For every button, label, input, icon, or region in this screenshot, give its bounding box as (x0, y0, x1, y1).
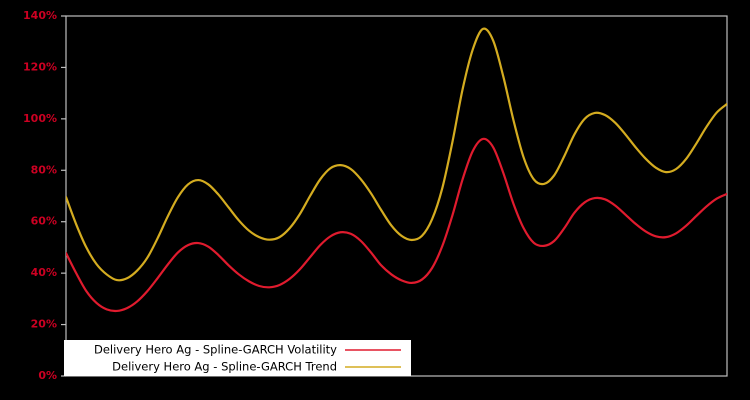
data-series-group (66, 27, 727, 313)
y-axis-tick-label: 100% (23, 112, 57, 125)
y-axis-tick-label: 20% (31, 318, 57, 331)
y-axis-tick-label: 0% (38, 369, 57, 382)
legend-entry-label: Delivery Hero Ag - Spline-GARCH Trend (112, 360, 337, 374)
series-line-volatility (66, 137, 727, 313)
y-axis-tick-label: 80% (31, 163, 57, 176)
y-axis-tick-marks (61, 15, 66, 377)
series-line-trend (66, 27, 727, 282)
chart-legend[interactable]: Delivery Hero Ag - Spline-GARCH Volatili… (64, 340, 411, 376)
y-axis-tick-label: 60% (31, 215, 57, 228)
legend-entry-label: Delivery Hero Ag - Spline-GARCH Volatili… (94, 343, 337, 357)
y-axis-tick-labels: 0% 20% 40% 60% 80% 100% 120% 140% (23, 9, 57, 382)
legend-background (64, 340, 411, 376)
y-axis-tick-label: 40% (31, 266, 57, 279)
y-axis-tick-label: 140% (23, 9, 57, 22)
y-axis-tick-label: 120% (23, 60, 57, 73)
